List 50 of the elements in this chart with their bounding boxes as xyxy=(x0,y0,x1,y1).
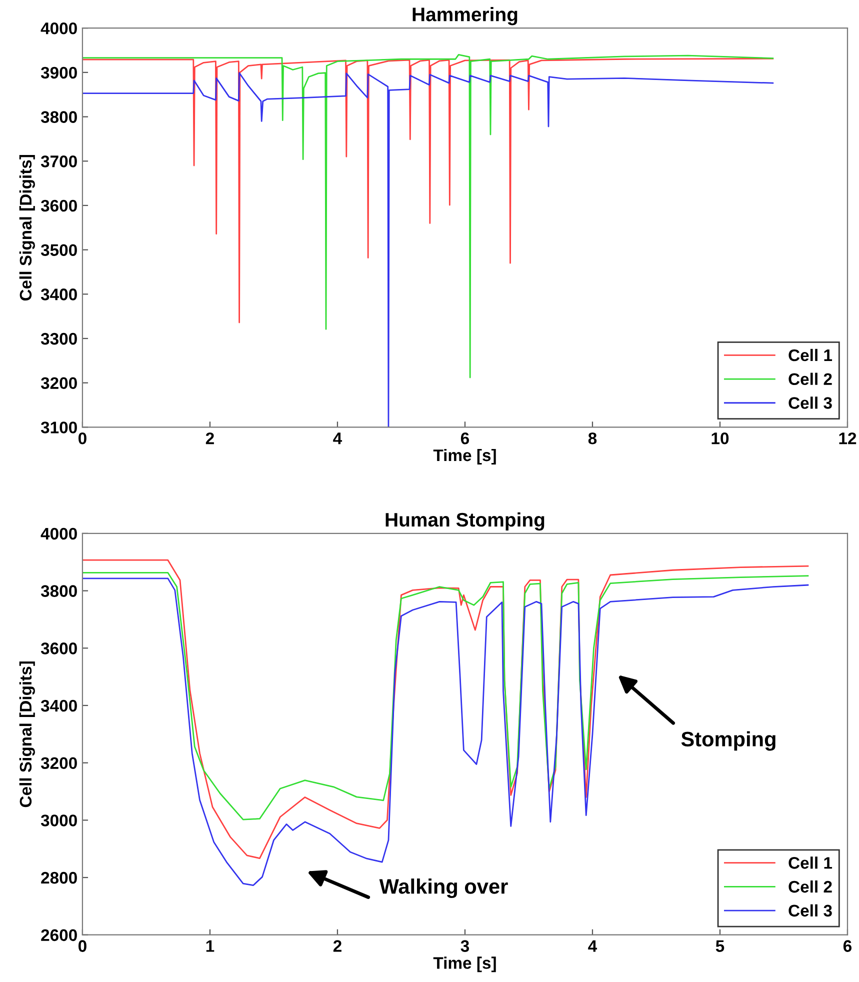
y-tick-label: 3400 xyxy=(40,288,77,300)
line-series xyxy=(82,54,774,378)
x-tick-label: 2 xyxy=(333,940,342,952)
y-tick-label: 3600 xyxy=(40,642,77,654)
y-axis-title: Cell Signal [Digits] xyxy=(19,661,35,808)
x-tick-label: 4 xyxy=(333,432,342,444)
x-axis-title: Time [s] xyxy=(433,448,496,464)
x-tick-label: 10 xyxy=(712,432,729,444)
y-tick-label: 2600 xyxy=(41,929,77,942)
x-tick-label: 6 xyxy=(460,432,470,444)
x-tick-label: 0 xyxy=(78,940,86,952)
y-tick-label: 3100 xyxy=(40,422,77,434)
y-tick-label: 3300 xyxy=(40,332,77,345)
y-tick-label: 3000 xyxy=(40,814,77,826)
legend-label: Cell 2 xyxy=(788,372,832,386)
legend-label: Cell 3 xyxy=(788,904,832,917)
y-tick-label: 3500 xyxy=(40,244,77,256)
annotation: Stomping xyxy=(681,731,776,751)
y-tick-label: 3800 xyxy=(40,585,77,597)
x-tick-label: 12 xyxy=(839,432,856,444)
x-axis-title: Time [s] xyxy=(433,956,496,972)
legend-label: Cell 3 xyxy=(788,396,832,409)
y-tick-label: 3400 xyxy=(40,700,77,712)
x-tick-label: 6 xyxy=(843,940,852,952)
y-tick-label: 2800 xyxy=(41,872,77,884)
y-tick-label: 3800 xyxy=(40,111,77,123)
y-tick-label: 3700 xyxy=(40,156,77,168)
line-series xyxy=(82,572,809,820)
y-tick-label: 3200 xyxy=(40,377,77,390)
annotation: Walking over xyxy=(379,878,508,898)
x-tick-label: 0 xyxy=(78,432,86,444)
line-series xyxy=(82,72,774,428)
y-tick-label: 3200 xyxy=(40,757,77,770)
y-axis-title: Cell Signal [Digits] xyxy=(19,154,35,301)
x-tick-label: 2 xyxy=(206,432,214,444)
legend-label: Cell 2 xyxy=(788,880,832,893)
y-tick-label: 4000 xyxy=(40,528,77,540)
x-tick-label: 5 xyxy=(716,940,724,952)
y-tick-label: 3900 xyxy=(40,66,77,79)
y-tick-label: 3600 xyxy=(40,200,77,212)
legend-label: Cell 1 xyxy=(788,348,832,362)
x-tick-label: 4 xyxy=(588,940,598,952)
chart-title: Human Stomping xyxy=(386,512,544,531)
chart-title: Hammering xyxy=(412,7,518,26)
legend-label: Cell 1 xyxy=(788,856,832,869)
x-tick-label: 1 xyxy=(206,940,214,952)
y-tick-label: 4000 xyxy=(40,22,77,34)
line-series xyxy=(82,58,774,324)
x-tick-label: 8 xyxy=(588,432,597,444)
x-tick-label: 3 xyxy=(460,940,470,952)
